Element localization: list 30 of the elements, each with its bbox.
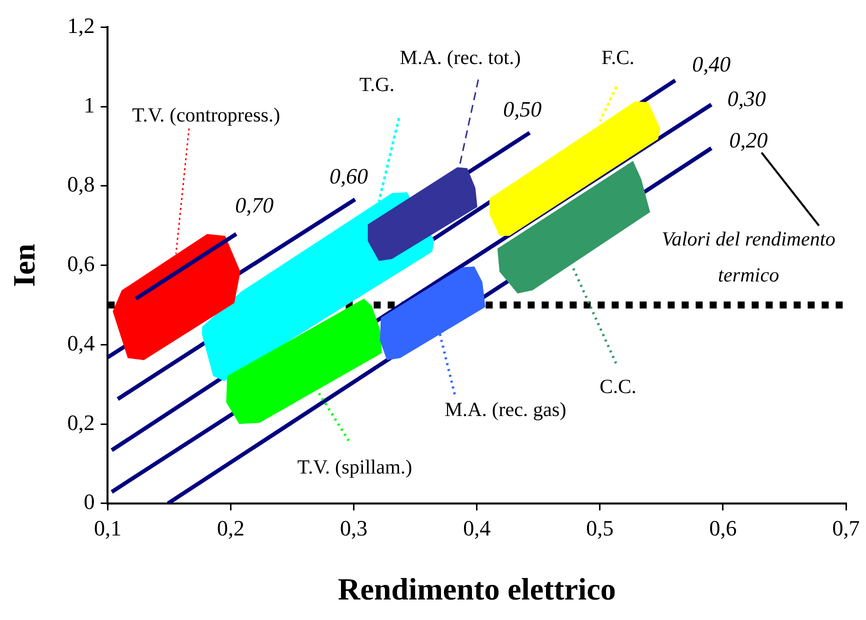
x-tick-label: 0,1 xyxy=(94,515,122,540)
y-tick-label: 0,8 xyxy=(67,172,95,197)
series-label: 0,40 xyxy=(692,51,731,76)
series-label: 0,20 xyxy=(729,128,768,153)
series-label: 0,30 xyxy=(727,86,766,111)
x-tick-label: 0,7 xyxy=(832,515,860,540)
y-tick-label: 0,4 xyxy=(67,330,95,356)
series-label: F.C. xyxy=(602,46,634,69)
text: M.A. (rec. gas) xyxy=(444,398,566,421)
text: C.C. xyxy=(600,376,636,398)
x-axis-title: Rendimento elettrico xyxy=(338,571,616,606)
series-label: 0,60 xyxy=(330,163,368,188)
x-tick-label: 0,3 xyxy=(340,515,368,540)
y-tick-label: 1 xyxy=(84,92,95,118)
x-tick-label: 0,4 xyxy=(463,515,491,540)
series-label: 0,70 xyxy=(235,192,274,218)
y-tick-label: 1,2 xyxy=(67,12,95,38)
series-label: 0,50 xyxy=(503,96,542,122)
x-tick-label: 0,5 xyxy=(586,515,614,540)
x-tick-label: 0,2 xyxy=(217,515,244,540)
y-tick-label: 0,6 xyxy=(67,251,95,276)
y-tick-label: 0 xyxy=(84,489,95,514)
text: T.G. xyxy=(359,74,395,96)
text: M.A. (rec. tot.) xyxy=(400,46,521,69)
text: T.V. (contropress.) xyxy=(132,104,280,126)
y-tick-label: 0,2 xyxy=(67,410,95,435)
annotation: Valori del rendimento termico xyxy=(662,228,836,287)
y-axis-title: Ien xyxy=(6,244,42,287)
text: T.V. (spillam.) xyxy=(297,456,412,478)
x-tick-label: 0,6 xyxy=(709,515,737,540)
